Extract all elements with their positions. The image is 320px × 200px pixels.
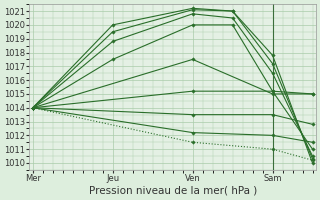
X-axis label: Pression niveau de la mer( hPa ): Pression niveau de la mer( hPa )	[89, 186, 257, 196]
